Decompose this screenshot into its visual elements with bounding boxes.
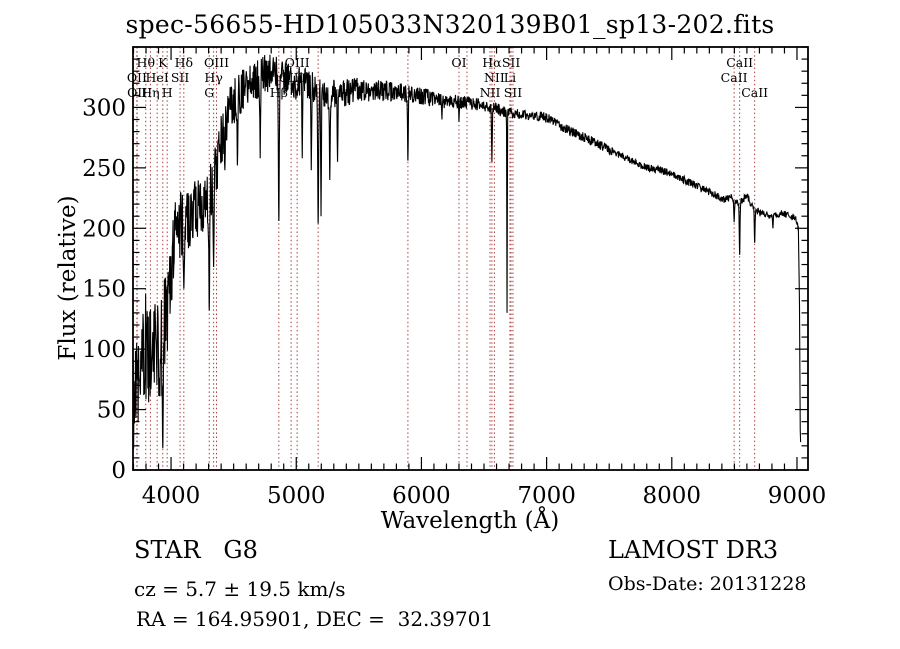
spectral-line-label: OIII bbox=[285, 55, 310, 70]
object-class-text: STAR G8 bbox=[134, 536, 258, 564]
spectral-line-label: Hη bbox=[141, 85, 159, 100]
y-tick-label: 250 bbox=[82, 156, 126, 182]
spectral-line-label: OI bbox=[451, 55, 466, 70]
spectral-line-label: Li bbox=[504, 70, 516, 85]
y-tick-label: 150 bbox=[82, 277, 126, 303]
spectral-line-label: H bbox=[162, 85, 173, 100]
x-tick-label: 8000 bbox=[643, 483, 702, 509]
spectral-line-label: HeI bbox=[146, 70, 169, 85]
x-axis-label: Wavelength (Å) bbox=[380, 508, 560, 534]
spectral-line-label: G bbox=[204, 85, 214, 100]
spectral-line-label: OIII bbox=[204, 55, 229, 70]
x-tick-label: 7000 bbox=[517, 483, 576, 509]
spectrum-trace bbox=[133, 54, 802, 449]
x-tick-label: 9000 bbox=[768, 483, 827, 509]
y-tick-label: 100 bbox=[82, 337, 126, 363]
spectral-line-label: SII bbox=[504, 85, 523, 100]
x-tick-label: 4000 bbox=[142, 483, 201, 509]
spectral-line-label: Hθ bbox=[137, 55, 155, 70]
spectral-line-label: OII bbox=[127, 70, 147, 85]
y-tick-label: 50 bbox=[97, 398, 126, 424]
spectral-line-label: Hα bbox=[482, 55, 502, 70]
x-tick-label: 5000 bbox=[267, 483, 326, 509]
spectral-line-label: NII bbox=[480, 85, 501, 100]
spectral-line-label: CaII bbox=[741, 85, 768, 100]
spectral-line-label: CaII bbox=[721, 70, 748, 85]
obs-date-text: Obs-Date: 20131228 bbox=[608, 573, 807, 595]
x-tick-labels: 4000 5000 6000 7000 8000 9000 bbox=[142, 483, 826, 509]
survey-release-text: LAMOST DR3 bbox=[608, 536, 779, 564]
spectral-line-label: NII bbox=[484, 70, 505, 85]
spectral-line-label: K bbox=[158, 55, 168, 70]
radial-velocity-text: cz = 5.7 ± 19.5 km/s bbox=[134, 577, 346, 601]
axis-ticks bbox=[132, 46, 808, 471]
y-tick-label: 300 bbox=[82, 95, 126, 121]
y-axis-label: Flux (relative) bbox=[55, 195, 81, 361]
spectral-line-label: Hδ bbox=[175, 55, 193, 70]
y-tick-label: 0 bbox=[111, 458, 126, 484]
y-tick-label: 200 bbox=[82, 216, 126, 242]
spectral-line-label: SII bbox=[171, 70, 190, 85]
spectral-line-label: SII bbox=[502, 55, 521, 70]
plot-title: spec-56655-HD105033N320139B01_sp13-202.f… bbox=[125, 10, 775, 39]
x-tick-label: 6000 bbox=[392, 483, 451, 509]
spectral-line-markers bbox=[136, 47, 756, 470]
y-tick-labels: 0 50 100 150 200 250 300 bbox=[82, 95, 126, 484]
plot-frame bbox=[132, 46, 809, 471]
coordinates-text: RA = 164.95901, DEC = 32.39701 bbox=[136, 607, 494, 631]
spectral-line-label: CaII bbox=[726, 55, 753, 70]
spectral-line-label: Hγ bbox=[204, 70, 222, 85]
